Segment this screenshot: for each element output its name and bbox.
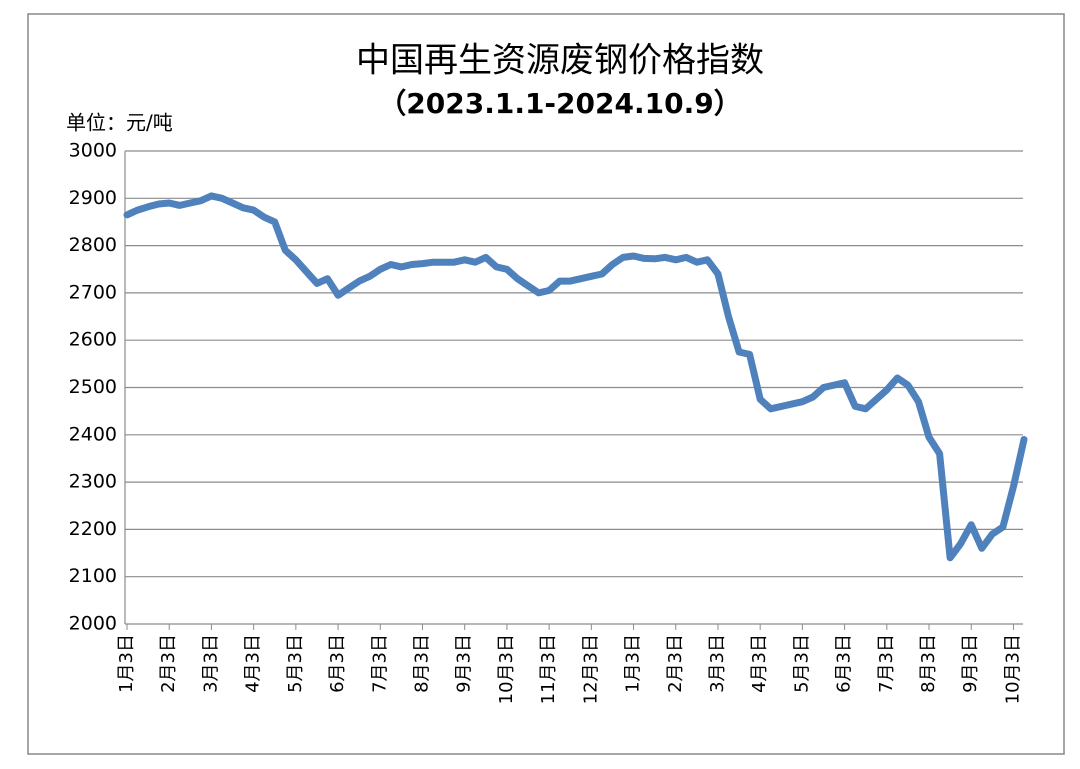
y-tick-label: 2700 xyxy=(69,281,117,303)
x-tick-label: 1月3日 xyxy=(116,634,137,693)
y-tick-label: 2900 xyxy=(69,187,117,209)
x-tick-label: 2月3日 xyxy=(158,634,179,693)
x-tick-label: 7月3日 xyxy=(369,634,390,693)
unit-label: 单位：元/吨 xyxy=(66,111,173,135)
x-tick-label: 7月3日 xyxy=(876,634,897,693)
y-tick-label: 2400 xyxy=(69,423,117,445)
x-tick-label: 9月3日 xyxy=(454,634,475,693)
y-tick-label: 2800 xyxy=(69,234,117,256)
x-tick-label: 2月3日 xyxy=(665,634,686,693)
x-tick-label: 3月3日 xyxy=(707,634,728,693)
chart-subtitle: （2023.1.1-2024.10.9） xyxy=(378,87,741,120)
x-tick-label: 8月3日 xyxy=(918,634,939,693)
y-tick-label: 2200 xyxy=(69,518,117,540)
x-tick-label: 6月3日 xyxy=(834,634,855,693)
data-line xyxy=(123,192,1028,562)
x-tick-label: 4月3日 xyxy=(243,634,264,693)
y-tick-label: 2100 xyxy=(69,565,117,587)
x-tick-label: 5月3日 xyxy=(791,634,812,693)
x-tick-label: 3月3日 xyxy=(200,634,221,693)
frame xyxy=(27,13,1065,755)
x-tick-label: 1月3日 xyxy=(623,634,644,693)
x-tick-label: 10月3日 xyxy=(496,634,517,704)
y-tick-label: 2500 xyxy=(69,376,117,398)
y-tick-label: 2000 xyxy=(69,613,117,635)
x-tick-label: 8月3日 xyxy=(411,634,432,693)
y-tick-label: 2300 xyxy=(69,471,117,493)
y-tick-label: 3000 xyxy=(69,140,117,162)
x-tick-label: 12月3日 xyxy=(580,634,601,704)
x-tick-label: 6月3日 xyxy=(327,634,348,693)
chart-title: 中国再生资源废钢价格指数 xyxy=(356,41,764,81)
x-tick-label: 5月3日 xyxy=(285,634,306,693)
x-tick-label: 10月3日 xyxy=(1002,634,1023,704)
y-tick-label: 2600 xyxy=(69,329,117,351)
x-tick-label: 11月3日 xyxy=(538,634,559,704)
x-tick-label: 4月3日 xyxy=(749,634,770,693)
x-tick-label: 9月3日 xyxy=(960,634,981,693)
